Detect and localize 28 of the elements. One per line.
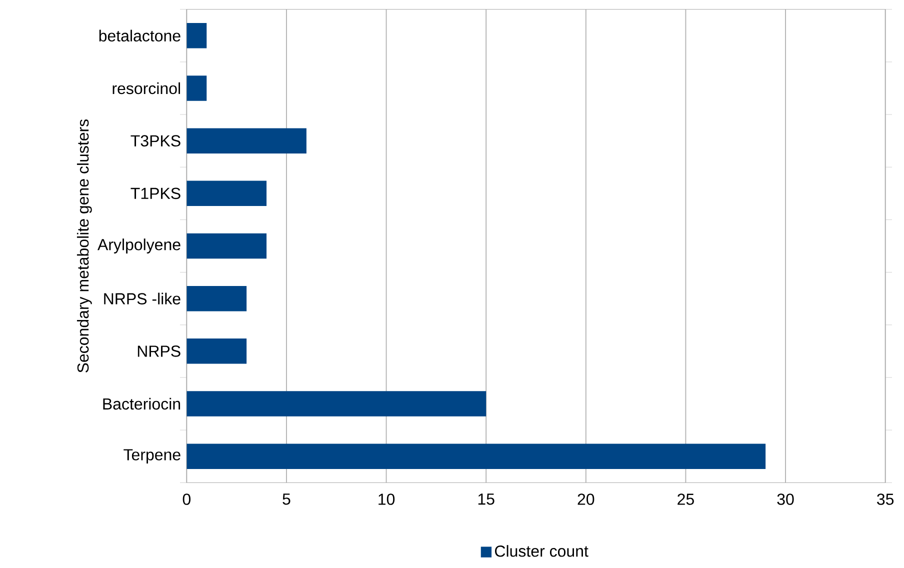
x-tick-label: 0: [182, 494, 191, 505]
bar: [186, 391, 486, 416]
x-tick-label: 25: [678, 494, 694, 505]
bar: [186, 76, 207, 101]
x-tick-label: 30: [777, 494, 794, 505]
bar: [186, 128, 306, 154]
y-tick-label: resorcinol: [112, 82, 180, 94]
bar: [186, 23, 207, 48]
x-tick-label: 5: [282, 494, 290, 505]
y-tick-label: NRPS -like: [104, 292, 180, 304]
bar: [186, 338, 247, 364]
y-tick-label: T3PKS: [130, 135, 180, 146]
y-tick-label: T1PKS: [130, 188, 180, 200]
x-tick-label: 35: [877, 494, 894, 505]
x-tick-label: 10: [378, 494, 395, 505]
y-tick-label: betalactone: [99, 30, 180, 42]
bar: [186, 180, 267, 206]
y-tick-label: Terpene: [124, 449, 180, 464]
x-tick-label: 20: [578, 494, 594, 505]
x-tick-label: 15: [478, 494, 494, 505]
bar: [186, 286, 247, 312]
bar: [186, 233, 267, 259]
bar: [186, 444, 766, 469]
legend-label: Cluster count: [495, 545, 588, 557]
y-tick-label: Arylpolyene: [97, 238, 180, 254]
y-tick-label: NRPS: [138, 346, 180, 357]
y-tick-label: Bacteriocin: [103, 398, 180, 410]
y-axis-title: Secondary metabolite gene clusters: [76, 119, 92, 372]
